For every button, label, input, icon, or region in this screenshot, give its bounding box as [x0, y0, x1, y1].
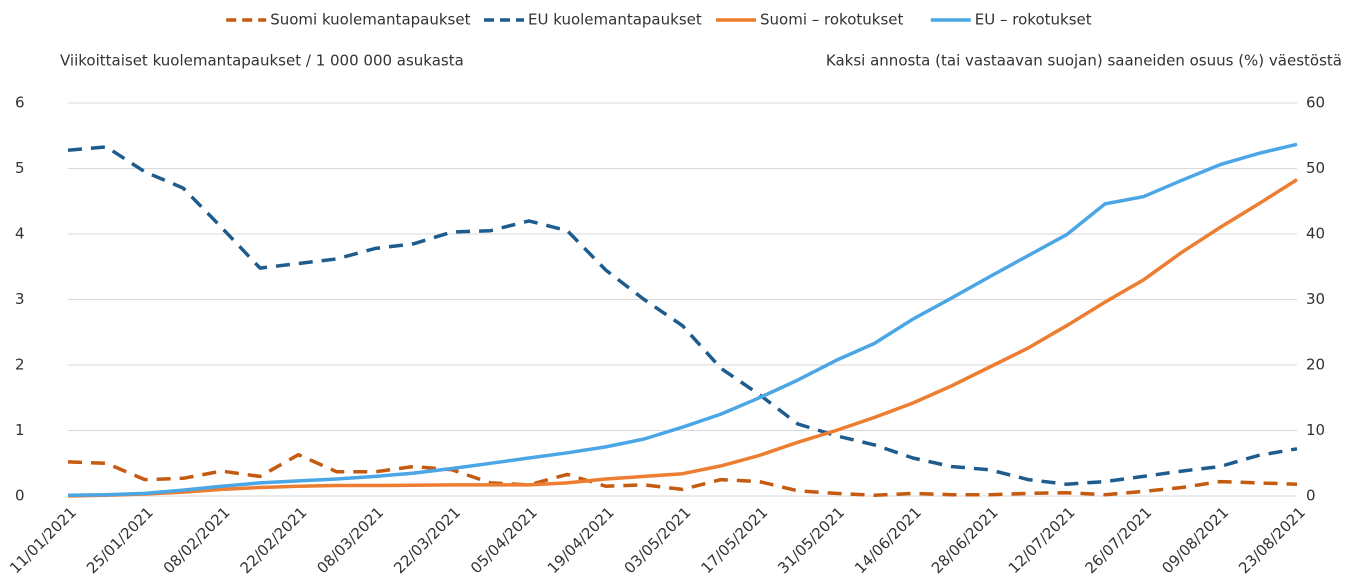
y-tick-label: 3	[15, 290, 25, 308]
legend-label: Suomi – rokotukset	[760, 11, 903, 29]
y2-tick-label: 30	[1306, 290, 1325, 308]
x-tick-label: 03/05/2021	[621, 503, 695, 577]
y-tick-label: 5	[15, 159, 25, 177]
x-tick-label: 11/01/2021	[6, 503, 80, 577]
y2-tick-label: 50	[1306, 159, 1325, 177]
x-tick-label: 12/07/2021	[1005, 503, 1079, 577]
series-line	[67, 452, 1298, 498]
y2-tick-label: 20	[1306, 356, 1325, 374]
x-tick-label: 08/02/2021	[160, 503, 234, 577]
x-tick-label: 28/06/2021	[928, 503, 1002, 577]
series-line	[67, 178, 1298, 498]
x-tick-label: 08/03/2021	[313, 503, 387, 577]
x-tick-label: 22/03/2021	[390, 503, 464, 577]
x-tick-label: 17/05/2021	[697, 503, 771, 577]
y2-tick-label: 60	[1306, 94, 1325, 112]
y2-tick-label: 10	[1306, 421, 1325, 439]
y-axis-label: Viikoittaiset kuolemantapaukset / 1 000 …	[60, 52, 464, 70]
x-tick-label: 09/08/2021	[1158, 503, 1232, 577]
x-tick-label: 26/07/2021	[1082, 503, 1156, 577]
x-tick-label: 19/04/2021	[544, 503, 618, 577]
y2-tick-label: 40	[1306, 225, 1325, 243]
legend-label: Suomi kuolemantapaukset	[270, 11, 470, 29]
x-tick-label: 25/01/2021	[83, 503, 157, 577]
y-tick-label: 2	[15, 356, 25, 374]
series-line	[67, 145, 1298, 486]
x-tick-label: 22/02/2021	[237, 503, 311, 577]
y-tick-label: 4	[15, 225, 25, 243]
x-tick-label: 23/08/2021	[1235, 503, 1309, 577]
series-line	[67, 142, 1298, 498]
y-tick-label: 6	[15, 94, 25, 112]
y2-tick-label: 0	[1306, 487, 1316, 505]
legend-label: EU – rokotukset	[975, 11, 1092, 29]
legend-label: EU kuolemantapaukset	[528, 11, 702, 29]
y2-axis-label: Kaksi annosta (tai vastaavan suojan) saa…	[826, 52, 1342, 70]
x-tick-label: 14/06/2021	[851, 503, 925, 577]
x-tick-label: 31/05/2021	[774, 503, 848, 577]
x-tick-label: 05/04/2021	[467, 503, 541, 577]
y-tick-label: 0	[15, 487, 25, 505]
y-tick-label: 1	[15, 421, 25, 439]
